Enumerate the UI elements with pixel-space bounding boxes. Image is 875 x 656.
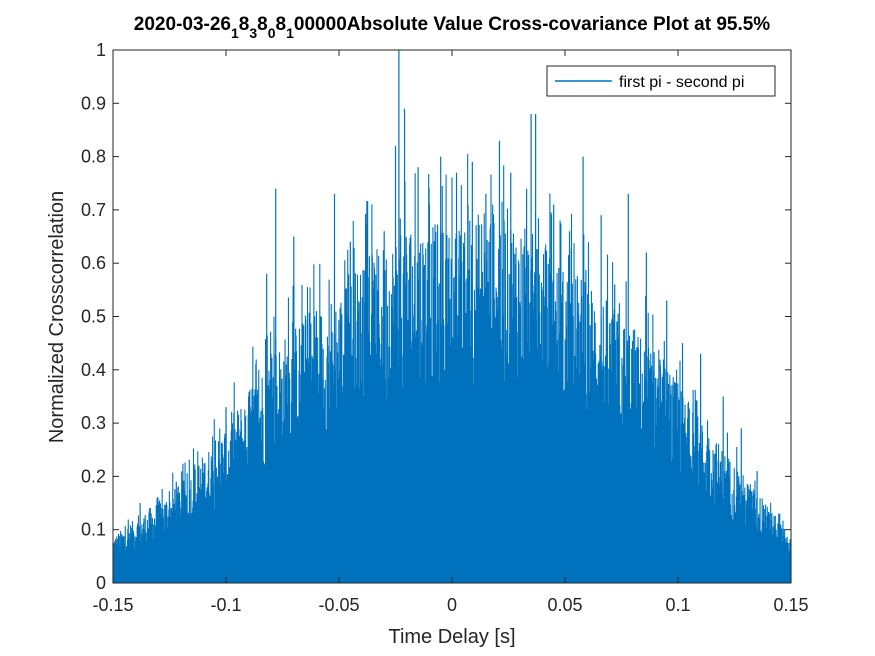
y-axis-label: Normalized Crosscorrelation [46, 191, 68, 443]
y-tick-label: 0 [96, 573, 106, 593]
y-tick-label: 0.9 [81, 93, 106, 113]
y-tick-label: 1 [96, 40, 106, 60]
x-tick-label: -0.1 [210, 595, 241, 615]
y-tick-label: 0.5 [81, 307, 106, 327]
legend-box [546, 65, 776, 97]
x-tick-label: 0.15 [773, 595, 808, 615]
x-tick-label: -0.15 [92, 595, 133, 615]
y-tick-label: 0.7 [81, 200, 106, 220]
legend: first pi - second pi [546, 65, 776, 97]
y-tick-label: 0.8 [81, 147, 106, 167]
x-tick-label: 0.1 [665, 595, 690, 615]
chart-title: 2020-03-26183808100000Absolute Value Cro… [134, 14, 771, 41]
y-tick-label: 0.4 [81, 360, 106, 380]
y-tick-label: 0.2 [81, 466, 106, 486]
x-tick-label: -0.05 [318, 595, 359, 615]
y-tick-label: 0.1 [81, 520, 106, 540]
x-tick-label: 0.05 [547, 595, 582, 615]
y-tick-label: 0.6 [81, 253, 106, 273]
legend-label: first pi - second pi [619, 74, 744, 91]
y-tick-label: 0.3 [81, 413, 106, 433]
axes: -0.15 -0.1 -0.05 0 0.05 0.1 0.15 0 0.1 0.2 0.3 0.4 0… [81, 40, 809, 615]
x-tick-label: 0 [447, 595, 457, 615]
plot-area [112, 50, 792, 583]
x-axis-label: Time Delay [s] [388, 626, 515, 648]
